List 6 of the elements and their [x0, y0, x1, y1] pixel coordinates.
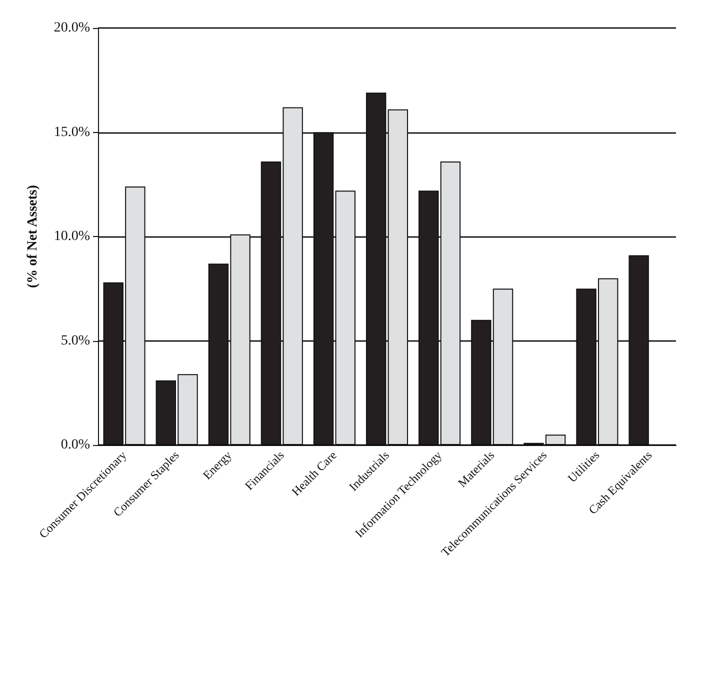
- y-tick-label: 20.0%: [54, 20, 90, 36]
- y-tick-label: 0.0%: [60, 438, 90, 452]
- y-tick-label: 15.0%: [54, 124, 90, 140]
- y-tick-label: 5.0%: [60, 333, 90, 348]
- y-axis-title: (% of Net Assets): [26, 184, 40, 288]
- y-tick-label: 10.0%: [54, 229, 90, 244]
